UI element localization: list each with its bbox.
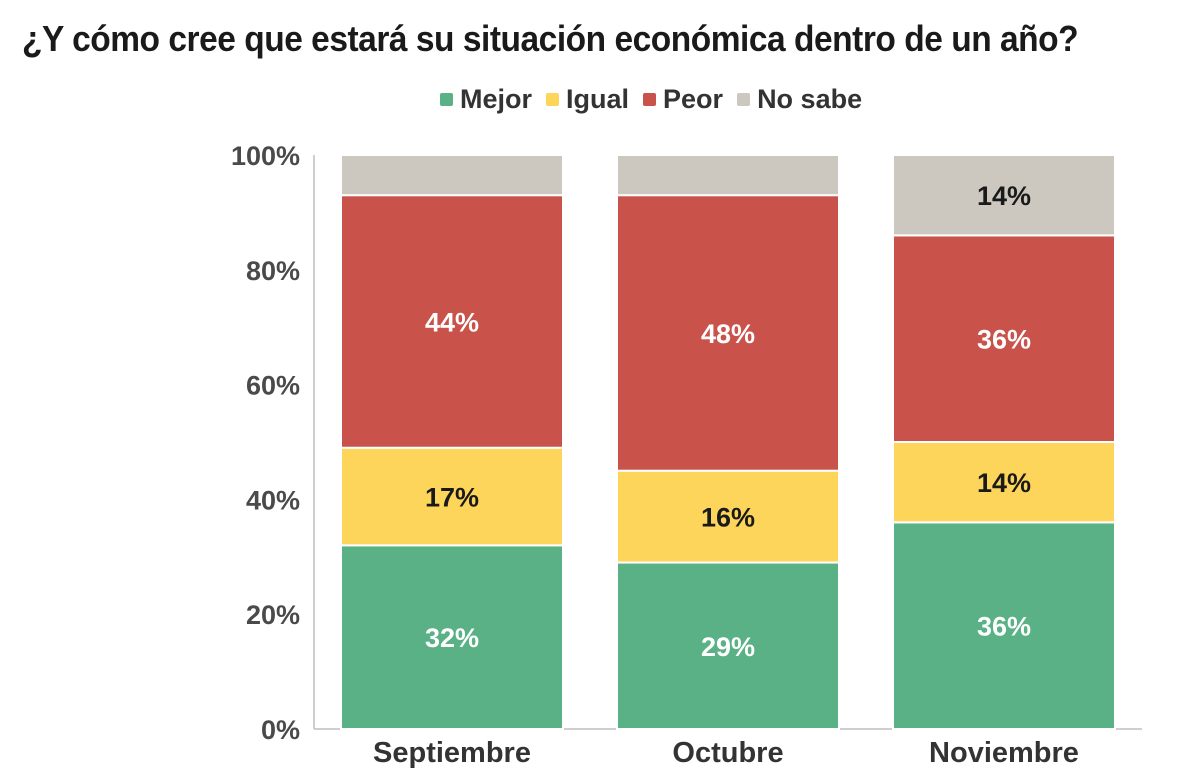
bar-octubre-no-sabe — [616, 154, 840, 197]
legend-label-no-sabe: No sabe — [757, 84, 863, 114]
chart-title: ¿Y cómo cree que estará su situación eco… — [22, 18, 1079, 59]
legend-swatch-mejor — [440, 93, 453, 106]
bar-septiembre-peor — [340, 194, 564, 449]
data-label-octubre-peor: 48% — [701, 319, 755, 349]
data-label-noviembre-peor: 36% — [977, 325, 1031, 355]
legend-label-igual: Igual — [566, 84, 630, 114]
y-tick-label-0: 0% — [261, 715, 300, 745]
bar-septiembre-igual — [340, 446, 564, 547]
legend-swatch-peor — [643, 93, 657, 106]
data-label-noviembre-igual: 14% — [977, 468, 1031, 498]
bar-septiembre-no-sabe — [340, 154, 564, 197]
bar-octubre-peor — [616, 194, 840, 472]
y-tick-label-60: 60% — [246, 371, 300, 401]
legend-item-mejor: Mejor — [440, 84, 532, 115]
y-tick-label-80: 80% — [246, 256, 300, 286]
data-label-septiembre-peor: 44% — [425, 307, 479, 337]
legend-swatch-igual — [546, 93, 560, 106]
bar-septiembre-mejor — [340, 544, 564, 730]
legend-item-peor: Peor — [643, 84, 723, 115]
y-tick-label-40: 40% — [246, 485, 300, 515]
x-tick-label-noviembre: Noviembre — [929, 737, 1079, 769]
data-label-octubre-igual: 16% — [701, 503, 755, 533]
bar-noviembre-mejor — [892, 521, 1116, 730]
bar-noviembre-igual — [892, 441, 1116, 524]
legend-label-mejor: Mejor — [460, 84, 533, 114]
legend-swatch-no-sabe — [737, 93, 751, 106]
x-tick-label-septiembre: Septiembre — [373, 737, 531, 769]
data-label-noviembre-mejor: 36% — [977, 612, 1031, 642]
x-tick-label-octubre: Octubre — [672, 737, 783, 769]
data-label-noviembre-no-sabe: 14% — [977, 181, 1031, 211]
y-tick-label-20: 20% — [246, 600, 300, 630]
legend-item-no-sabe: No sabe — [737, 84, 862, 115]
legend: Mejor Igual Peor No sabe — [440, 84, 862, 115]
y-tick-label-100: 100% — [231, 141, 300, 171]
data-label-octubre-mejor: 29% — [701, 632, 755, 662]
bar-noviembre-peor — [892, 234, 1116, 443]
legend-item-igual: Igual — [546, 84, 629, 115]
legend-label-peor: Peor — [663, 84, 724, 114]
bar-noviembre-no-sabe — [892, 154, 1116, 237]
data-label-septiembre-mejor: 32% — [425, 623, 479, 653]
data-label-septiembre-igual: 17% — [425, 483, 479, 513]
bar-octubre-mejor — [616, 561, 840, 730]
